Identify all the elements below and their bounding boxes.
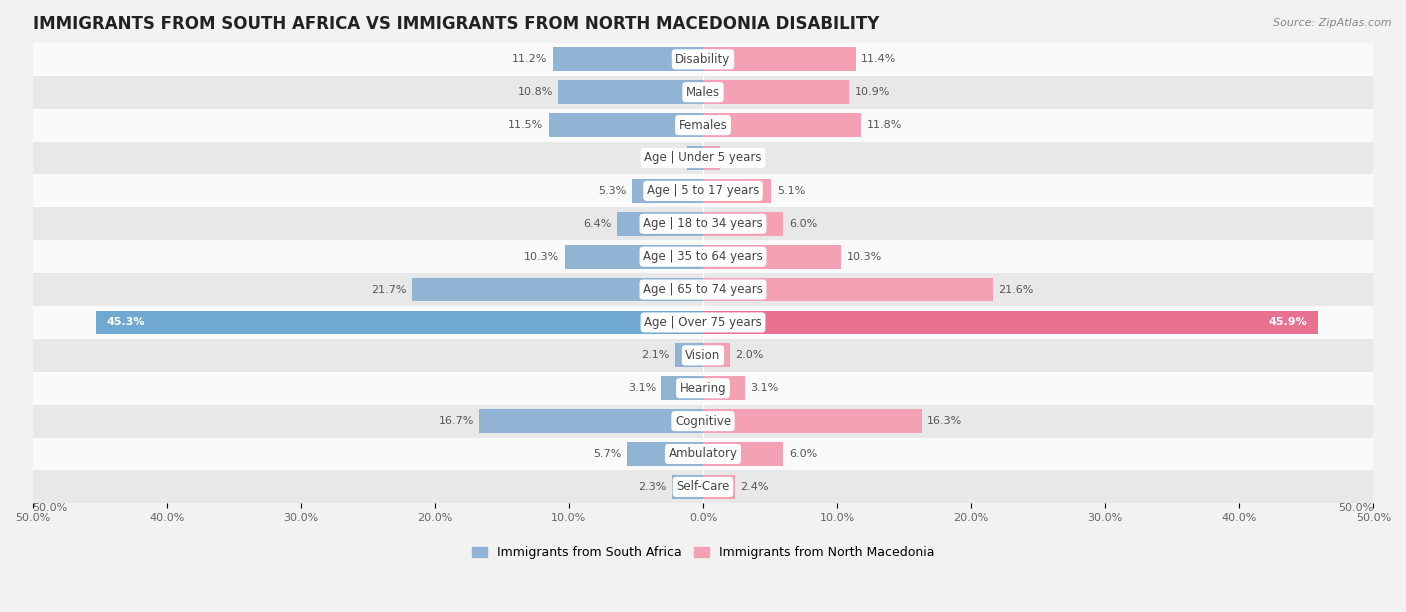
Text: 3.1%: 3.1% [749,383,778,394]
Bar [703,475,735,499]
Text: Hearing: Hearing [679,382,727,395]
Text: Vision: Vision [685,349,721,362]
Text: Cognitive: Cognitive [675,414,731,428]
Bar [703,146,720,170]
Bar [703,311,1319,334]
Text: 3.1%: 3.1% [628,383,657,394]
Text: Age | Under 5 years: Age | Under 5 years [644,152,762,165]
Bar [32,141,1374,174]
Text: 16.3%: 16.3% [927,416,962,426]
Text: 50.0%: 50.0% [1339,503,1374,513]
Bar [703,179,772,203]
Text: Age | 65 to 74 years: Age | 65 to 74 years [643,283,763,296]
Text: 10.8%: 10.8% [517,88,553,97]
Text: 1.3%: 1.3% [725,153,754,163]
Bar [32,76,1374,109]
Text: 2.3%: 2.3% [638,482,666,492]
Text: 5.3%: 5.3% [599,186,627,196]
Bar [703,212,783,236]
Text: 11.2%: 11.2% [512,54,547,64]
Text: Source: ZipAtlas.com: Source: ZipAtlas.com [1274,18,1392,28]
Text: Self-Care: Self-Care [676,480,730,493]
Bar [96,311,703,334]
Text: 2.0%: 2.0% [735,350,763,360]
Text: Age | Over 75 years: Age | Over 75 years [644,316,762,329]
Text: Disability: Disability [675,53,731,66]
Bar [32,339,1374,371]
Bar [703,113,862,137]
Text: 45.3%: 45.3% [107,318,145,327]
Bar [32,371,1374,405]
Text: 2.4%: 2.4% [741,482,769,492]
Text: 11.4%: 11.4% [862,54,897,64]
Bar [703,245,841,269]
Bar [703,48,856,71]
Bar [32,306,1374,339]
Bar [661,376,703,400]
Bar [703,278,993,301]
Text: Age | 35 to 64 years: Age | 35 to 64 years [643,250,763,263]
Bar [32,109,1374,141]
Bar [703,343,730,367]
Text: 21.7%: 21.7% [371,285,406,294]
Bar [32,273,1374,306]
Text: 16.7%: 16.7% [439,416,474,426]
Bar [32,43,1374,76]
Text: 45.9%: 45.9% [1270,318,1308,327]
Text: Males: Males [686,86,720,99]
Text: 2.1%: 2.1% [641,350,669,360]
Bar [703,409,921,433]
Text: 11.5%: 11.5% [508,120,544,130]
Text: 5.1%: 5.1% [776,186,806,196]
Bar [548,113,703,137]
Text: 10.9%: 10.9% [855,88,890,97]
Text: 11.8%: 11.8% [866,120,901,130]
Bar [32,405,1374,438]
Bar [553,48,703,71]
Bar [672,475,703,499]
Text: 6.0%: 6.0% [789,449,817,459]
Bar [688,146,703,170]
Legend: Immigrants from South Africa, Immigrants from North Macedonia: Immigrants from South Africa, Immigrants… [471,547,935,559]
Text: 10.3%: 10.3% [846,252,882,262]
Bar [675,343,703,367]
Bar [617,212,703,236]
Bar [32,241,1374,273]
Text: Age | 5 to 17 years: Age | 5 to 17 years [647,184,759,198]
Bar [32,471,1374,503]
Bar [565,245,703,269]
Text: 10.3%: 10.3% [524,252,560,262]
Bar [558,80,703,104]
Text: 1.2%: 1.2% [654,153,682,163]
Text: Females: Females [679,119,727,132]
Text: 21.6%: 21.6% [998,285,1033,294]
Text: 6.0%: 6.0% [789,218,817,229]
Bar [479,409,703,433]
Bar [703,442,783,466]
Text: Age | 18 to 34 years: Age | 18 to 34 years [643,217,763,230]
Bar [631,179,703,203]
Bar [412,278,703,301]
Text: 6.4%: 6.4% [583,218,612,229]
Bar [627,442,703,466]
Bar [703,80,849,104]
Text: 5.7%: 5.7% [593,449,621,459]
Text: IMMIGRANTS FROM SOUTH AFRICA VS IMMIGRANTS FROM NORTH MACEDONIA DISABILITY: IMMIGRANTS FROM SOUTH AFRICA VS IMMIGRAN… [32,15,879,33]
Bar [32,174,1374,207]
Bar [32,207,1374,241]
Text: Ambulatory: Ambulatory [668,447,738,460]
Bar [32,438,1374,471]
Bar [703,376,745,400]
Text: 50.0%: 50.0% [32,503,67,513]
